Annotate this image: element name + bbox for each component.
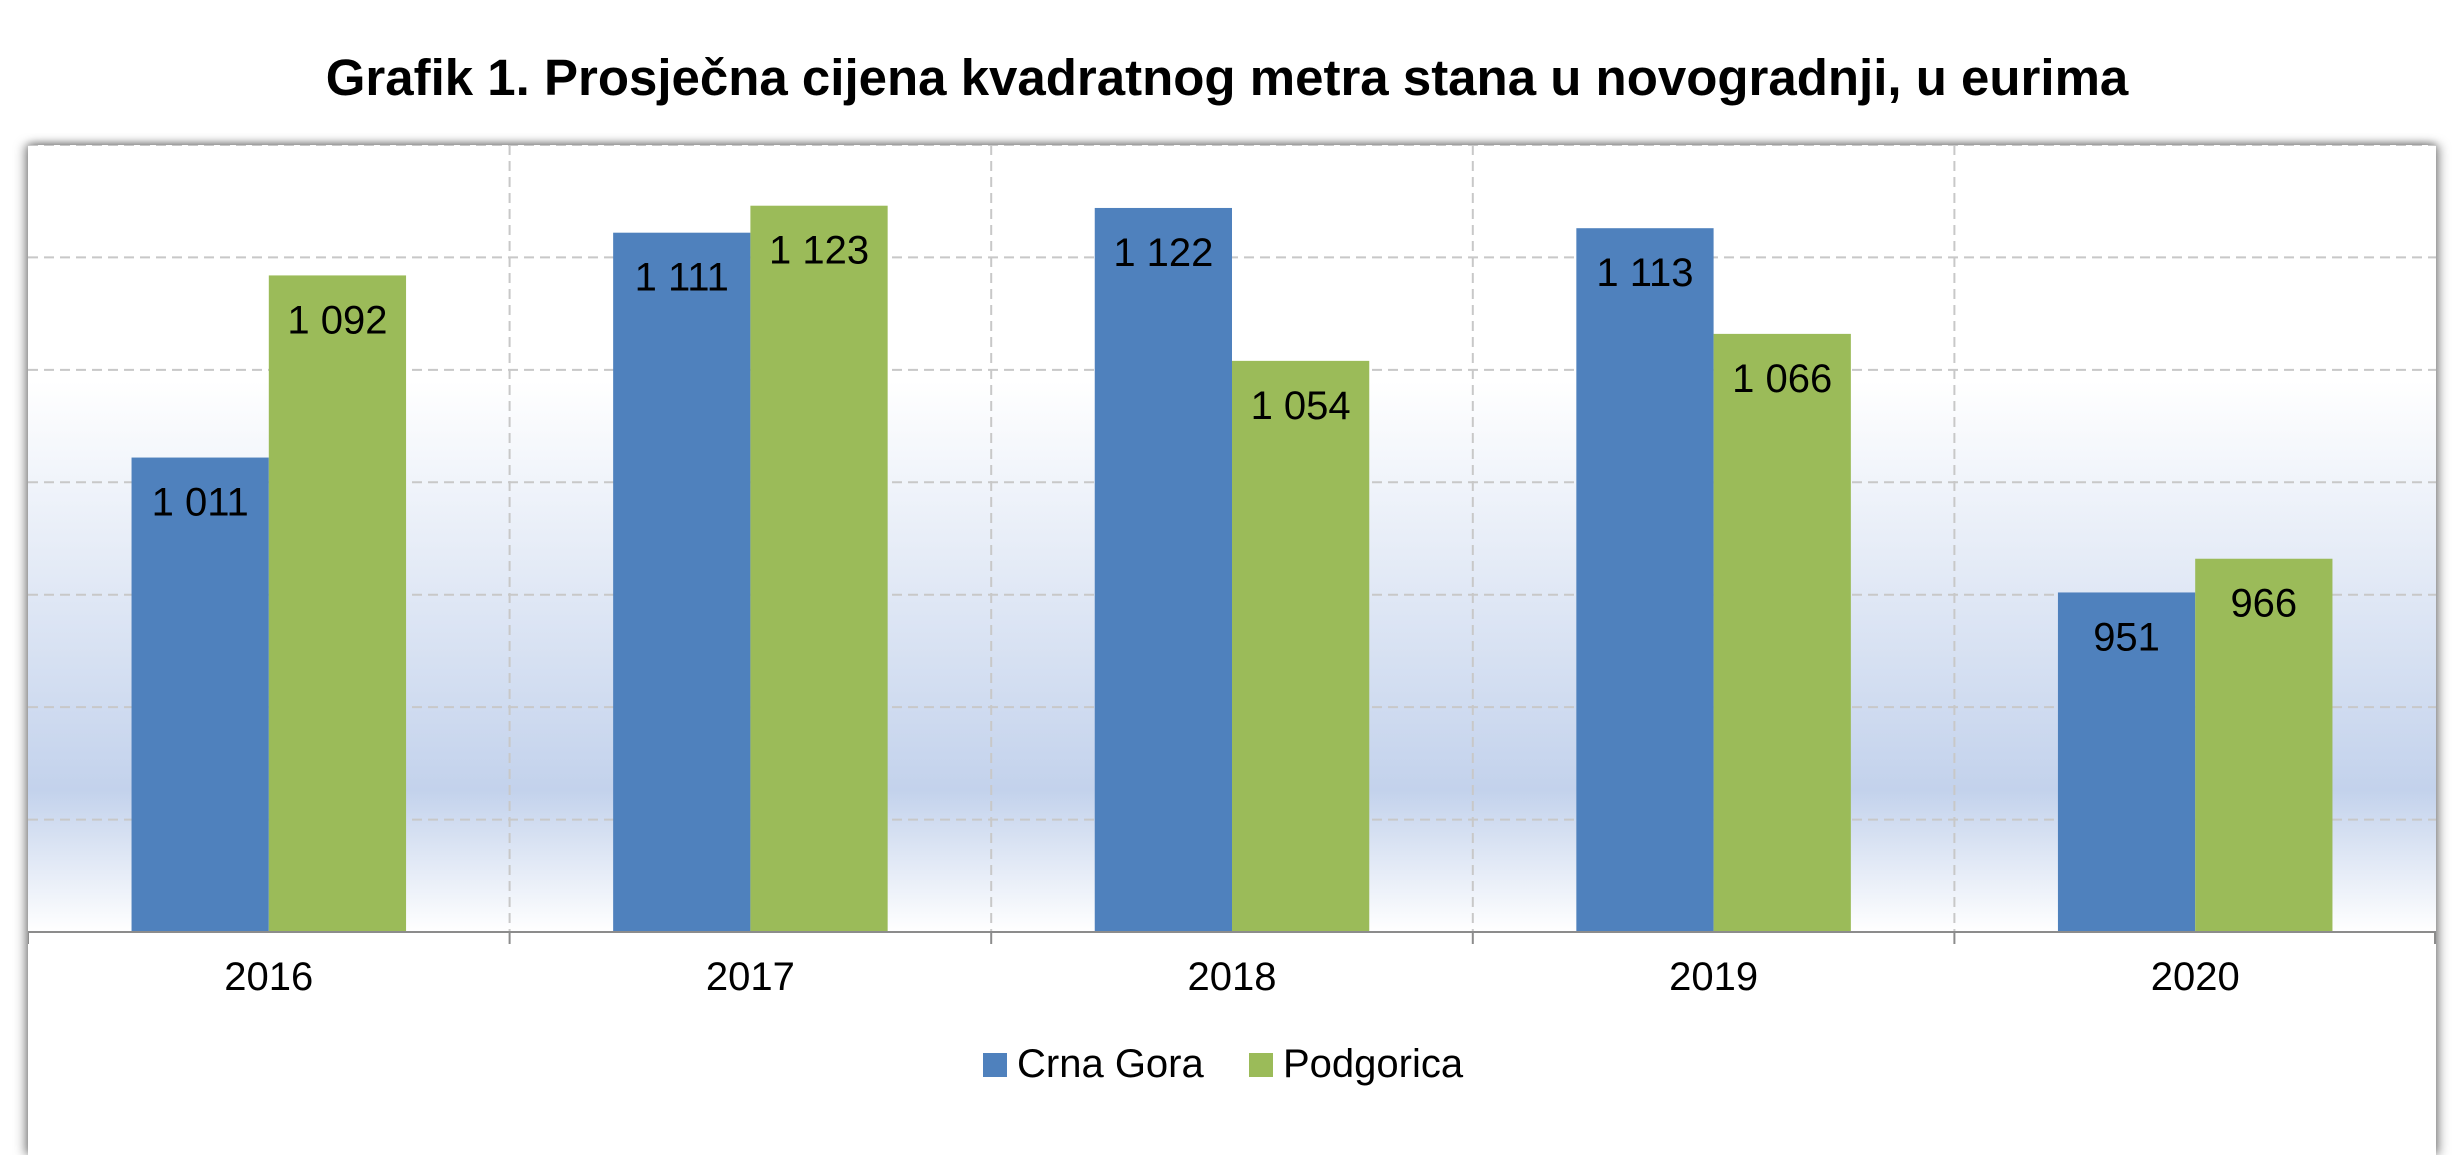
bar-crna-gora-2016: [131, 457, 269, 932]
data-label: 1 066: [1732, 357, 1832, 401]
data-label: 1 122: [1113, 231, 1213, 275]
bar-podgorica-2017: [750, 205, 888, 932]
bar-podgorica-2018: [1232, 360, 1370, 932]
bar-crna-gora-2018: [1094, 207, 1232, 933]
x-tick-label: 2020: [2151, 955, 2240, 999]
bars: [131, 205, 2333, 933]
data-label: 1 092: [287, 298, 387, 342]
x-tick-label: 2017: [706, 955, 795, 999]
legend: Crna Gora Podgorica: [983, 1042, 1464, 1086]
data-label: 966: [2230, 582, 2297, 626]
legend-swatch: [983, 1053, 1007, 1077]
chart-title: Grafik 1. Prosječna cijena kvadratnog me…: [325, 49, 2129, 106]
bar-podgorica-2019: [1713, 333, 1851, 932]
x-tick-label: 2018: [1188, 955, 1277, 999]
x-tick-label: 2019: [1669, 955, 1758, 999]
x-tick-label: 2016: [224, 955, 313, 999]
bar-crna-gora-2020: [2057, 592, 2196, 932]
data-label: 1 111: [635, 256, 729, 300]
legend-swatch: [1249, 1053, 1273, 1077]
bar-crna-gora-2017: [613, 232, 751, 932]
data-labels: 1 011 1 092 1 111 1 123 1 122 1 054 1 113 1 066…: [152, 229, 2298, 660]
data-label: 1 113: [1596, 251, 1693, 295]
legend-label: Podgorica: [1283, 1042, 1464, 1086]
x-axis: 2016 2017 2018 2019 2020: [28, 932, 2436, 999]
data-label: 1 011: [152, 481, 249, 525]
bar-podgorica-2020: [2195, 558, 2333, 932]
bar-crna-gora-2019: [1576, 228, 1714, 932]
chart-frame: 1 011 1 092 1 111 1 123 1 122 1 054 1 113 1 066…: [28, 145, 2436, 1155]
legend-label: Crna Gora: [1017, 1042, 1204, 1086]
data-label: 951: [2093, 615, 2160, 659]
data-label: 1 054: [1251, 384, 1351, 428]
bar-podgorica-2016: [268, 275, 407, 933]
bar-chart: 1 011 1 092 1 111 1 123 1 122 1 054 1 113 1 066…: [28, 145, 2436, 1086]
data-label: 1 123: [769, 229, 869, 273]
